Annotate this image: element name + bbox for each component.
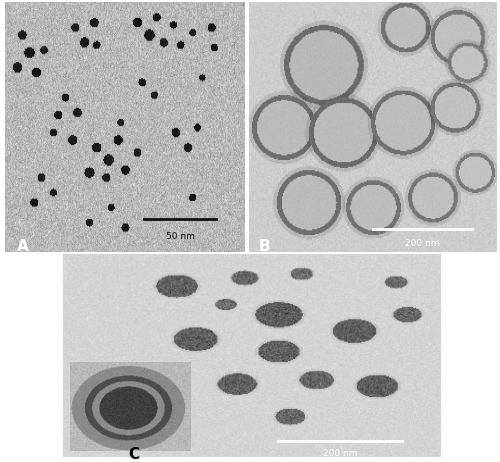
Text: 50 nm: 50 nm xyxy=(166,232,194,241)
Text: 200 nm: 200 nm xyxy=(322,449,357,458)
Text: B: B xyxy=(259,239,270,254)
Text: C: C xyxy=(128,447,140,462)
Text: 200 nm: 200 nm xyxy=(405,239,440,248)
Text: A: A xyxy=(17,239,29,254)
